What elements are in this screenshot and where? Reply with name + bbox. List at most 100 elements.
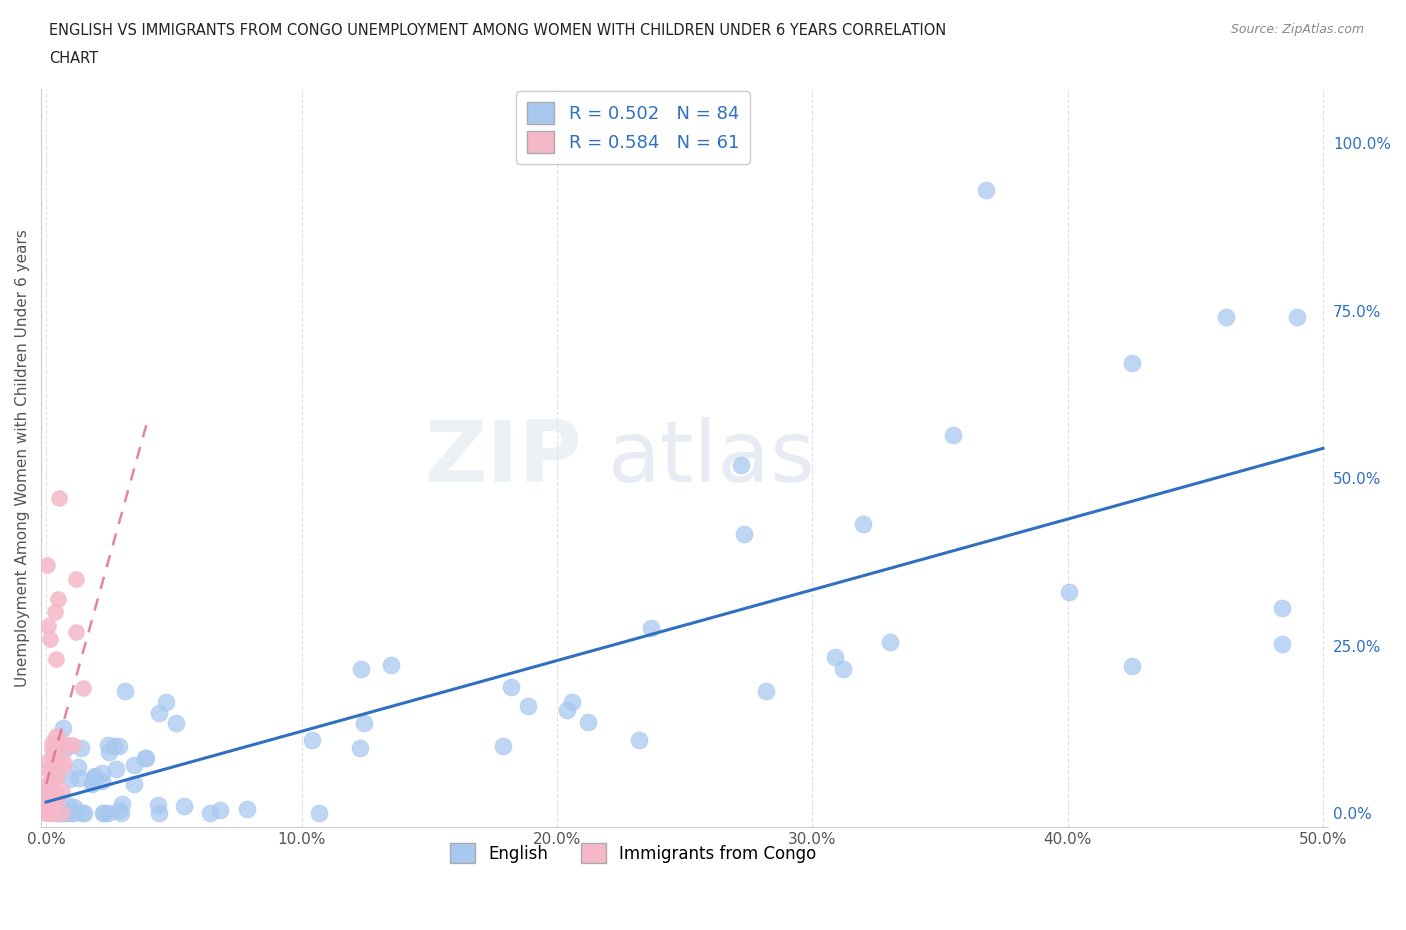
Point <box>39 631 62 646</box>
Point <box>640 620 662 635</box>
Point <box>35 777 58 791</box>
Point <box>91 774 114 789</box>
Point <box>45 763 67 777</box>
Point <box>208 803 231 817</box>
Point <box>148 706 170 721</box>
Point <box>755 684 778 698</box>
Point <box>852 516 875 531</box>
Point <box>46 747 69 762</box>
Point <box>52 721 75 736</box>
Point <box>38 796 60 811</box>
Point <box>824 650 846 665</box>
Point <box>35 805 58 820</box>
Point <box>42 793 65 808</box>
Point <box>38 805 60 820</box>
Point <box>80 777 103 791</box>
Text: Source: ZipAtlas.com: Source: ZipAtlas.com <box>1230 23 1364 36</box>
Point <box>91 765 114 780</box>
Point <box>41 736 63 751</box>
Point <box>55 740 77 755</box>
Point <box>37 782 59 797</box>
Point <box>38 805 60 820</box>
Point <box>58 798 80 813</box>
Point <box>380 658 402 672</box>
Point <box>942 427 965 442</box>
Point <box>70 805 93 820</box>
Point <box>42 786 65 801</box>
Point <box>110 805 132 820</box>
Point <box>55 805 77 820</box>
Point <box>555 702 578 717</box>
Point <box>37 805 59 820</box>
Y-axis label: Unemployment Among Women with Children Under 6 years: Unemployment Among Women with Children U… <box>15 229 30 687</box>
Point <box>72 681 94 696</box>
Point <box>51 800 73 815</box>
Point <box>39 784 62 799</box>
Point <box>62 800 84 815</box>
Point <box>46 591 69 606</box>
Point <box>38 784 60 799</box>
Point <box>627 732 650 747</box>
Point <box>48 491 70 506</box>
Point <box>67 770 90 785</box>
Point <box>122 758 145 773</box>
Point <box>45 805 67 820</box>
Point <box>37 618 59 633</box>
Point <box>492 739 515 754</box>
Point <box>103 739 125 754</box>
Point <box>93 805 115 820</box>
Point <box>155 695 177 710</box>
Point <box>134 751 156 765</box>
Point <box>37 805 59 820</box>
Point <box>173 798 195 813</box>
Point <box>97 805 120 820</box>
Point <box>41 805 63 820</box>
Point <box>37 763 59 777</box>
Point <box>69 740 91 755</box>
Point <box>38 805 60 820</box>
Point <box>48 805 70 820</box>
Point <box>349 740 371 755</box>
Point <box>35 800 58 815</box>
Text: atlas: atlas <box>607 417 815 499</box>
Point <box>42 764 65 778</box>
Point <box>308 805 330 820</box>
Point <box>148 805 170 820</box>
Point <box>49 733 72 748</box>
Point <box>91 805 114 820</box>
Point <box>41 771 63 786</box>
Point <box>107 739 129 754</box>
Point <box>59 805 82 820</box>
Point <box>44 750 66 764</box>
Point <box>44 751 66 765</box>
Point <box>37 789 59 804</box>
Point <box>561 695 583 710</box>
Point <box>353 715 375 730</box>
Point <box>105 762 128 777</box>
Text: ZIP: ZIP <box>425 417 582 499</box>
Point <box>41 760 63 775</box>
Point <box>879 634 901 649</box>
Point <box>51 805 73 820</box>
Point <box>41 772 63 787</box>
Point <box>499 680 522 695</box>
Point <box>62 737 84 752</box>
Point <box>301 733 323 748</box>
Point <box>44 604 66 619</box>
Point <box>39 778 62 793</box>
Point <box>41 742 63 757</box>
Point <box>45 728 67 743</box>
Point <box>39 777 62 791</box>
Point <box>46 762 69 777</box>
Point <box>832 662 855 677</box>
Point <box>39 763 62 777</box>
Point <box>974 182 997 197</box>
Point <box>83 769 105 784</box>
Point <box>38 802 60 817</box>
Point <box>516 698 538 713</box>
Point <box>84 769 107 784</box>
Point <box>58 737 80 752</box>
Point <box>41 805 63 820</box>
Point <box>135 751 157 765</box>
Point <box>111 797 134 812</box>
